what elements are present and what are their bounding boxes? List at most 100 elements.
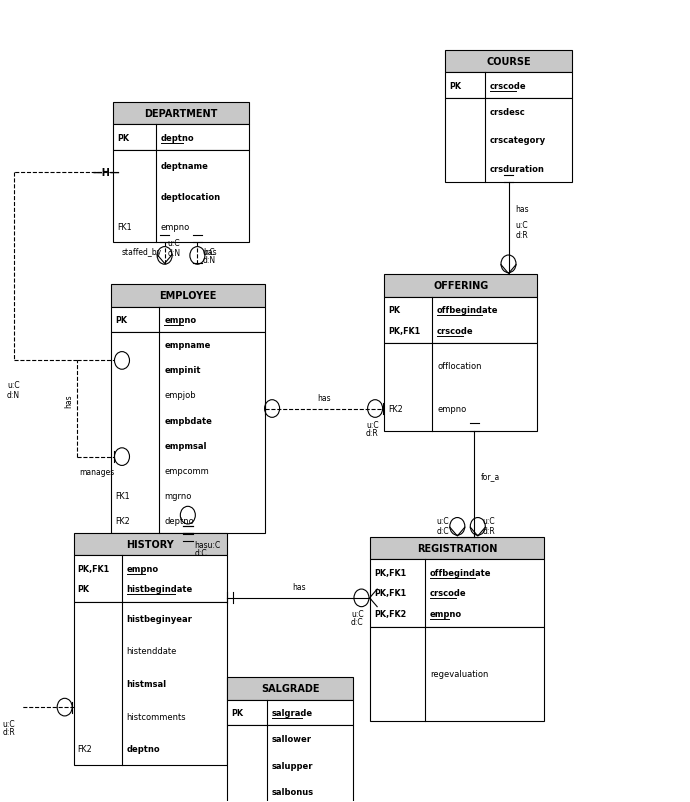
Bar (445, 99, 571, 183)
Bar (74, 602, 227, 765)
Text: crscode: crscode (490, 82, 526, 91)
Bar (371, 537, 544, 560)
Text: u:C: u:C (168, 239, 180, 248)
Text: u:C: u:C (3, 719, 15, 727)
Text: empno: empno (164, 316, 197, 325)
Text: PK: PK (231, 708, 243, 717)
Text: has: has (515, 205, 529, 213)
Bar (112, 103, 249, 125)
Text: PK: PK (115, 316, 127, 325)
Text: HISTORY: HISTORY (126, 539, 174, 549)
Text: FK2: FK2 (115, 516, 130, 525)
Text: PK: PK (117, 133, 129, 143)
Text: crscode: crscode (437, 326, 474, 335)
Text: histbeginyear: histbeginyear (127, 614, 193, 623)
Bar (74, 556, 227, 602)
Text: u:C: u:C (7, 380, 19, 390)
Text: for_a: for_a (481, 472, 500, 480)
Bar (384, 298, 538, 344)
Text: offlocation: offlocation (437, 361, 482, 370)
Text: d:N: d:N (168, 249, 181, 257)
Text: d:C: d:C (437, 526, 449, 535)
Text: PK,FK1: PK,FK1 (375, 568, 406, 577)
Text: PK: PK (388, 306, 400, 314)
Text: u:C: u:C (203, 248, 215, 257)
Text: FK2: FK2 (388, 405, 403, 414)
Bar (112, 125, 249, 151)
Text: deptno: deptno (164, 516, 194, 525)
Text: empno: empno (161, 223, 190, 232)
Text: u:C: u:C (437, 516, 449, 525)
Text: empname: empname (164, 341, 210, 350)
Text: manages: manages (79, 467, 115, 476)
Text: histcomments: histcomments (127, 712, 186, 721)
Text: salbonus: salbonus (272, 788, 314, 796)
Text: PK,FK2: PK,FK2 (375, 610, 406, 618)
Bar (227, 699, 353, 725)
Text: offbegindate: offbegindate (437, 306, 499, 314)
Text: d:R: d:R (366, 428, 379, 438)
Text: PK,FK1: PK,FK1 (78, 564, 110, 573)
Text: crsduration: crsduration (490, 164, 545, 173)
Text: crscode: crscode (430, 589, 466, 597)
Text: empjob: empjob (164, 391, 196, 400)
Text: PK: PK (449, 82, 462, 91)
Text: u:C: u:C (515, 221, 528, 229)
Text: has: has (65, 395, 74, 407)
Text: PK: PK (78, 585, 90, 593)
Bar (111, 285, 264, 307)
Bar (112, 151, 249, 243)
Text: d:N: d:N (203, 256, 216, 265)
Text: d:C: d:C (195, 549, 207, 557)
Text: u:C: u:C (482, 516, 495, 525)
Text: REGISTRATION: REGISTRATION (417, 543, 497, 553)
Text: PK,FK1: PK,FK1 (375, 589, 406, 597)
Bar (111, 333, 264, 533)
Bar (111, 307, 264, 333)
Bar (445, 51, 571, 73)
Bar (227, 725, 353, 802)
Bar (227, 677, 353, 699)
Text: crscategory: crscategory (490, 136, 546, 145)
Text: empno: empno (430, 610, 462, 618)
Text: deptlocation: deptlocation (161, 192, 221, 201)
Text: u:C: u:C (366, 420, 379, 430)
Text: empinit: empinit (164, 366, 201, 375)
Text: histbegindate: histbegindate (127, 585, 193, 593)
Bar (371, 560, 544, 627)
Text: hasu:C: hasu:C (195, 541, 221, 549)
Text: COURSE: COURSE (486, 57, 531, 67)
Text: empbdate: empbdate (164, 416, 212, 425)
Bar (384, 275, 538, 298)
Text: —H—: —H— (92, 168, 120, 178)
Text: SALGRADE: SALGRADE (261, 683, 319, 694)
Text: regevaluation: regevaluation (430, 670, 489, 678)
Text: d:R: d:R (482, 526, 495, 535)
Text: EMPLOYEE: EMPLOYEE (159, 291, 217, 301)
Text: mgrno: mgrno (164, 491, 192, 500)
Text: FK2: FK2 (78, 744, 92, 753)
Text: empcomm: empcomm (164, 466, 209, 475)
Text: FK1: FK1 (115, 491, 130, 500)
Text: staffed_by: staffed_by (121, 247, 161, 257)
Text: offbegindate: offbegindate (430, 568, 491, 577)
Text: sallower: sallower (272, 734, 312, 743)
Text: has: has (292, 582, 306, 591)
Bar (371, 627, 544, 721)
Bar (445, 73, 571, 99)
Text: DEPARTMENT: DEPARTMENT (144, 109, 218, 119)
Text: u:C: u:C (351, 610, 364, 618)
Text: histmsal: histmsal (127, 679, 167, 688)
Text: OFFERING: OFFERING (433, 282, 489, 291)
Text: deptname: deptname (161, 162, 208, 171)
Text: histenddate: histenddate (127, 646, 177, 655)
Text: d:N: d:N (7, 390, 20, 399)
Text: empno: empno (437, 405, 466, 414)
Text: deptno: deptno (127, 744, 160, 753)
Text: d:R: d:R (3, 727, 15, 735)
Bar (384, 344, 538, 431)
Text: FK1: FK1 (117, 223, 132, 232)
Text: empmsal: empmsal (164, 441, 207, 450)
Text: has: has (203, 247, 217, 257)
Text: PK,FK1: PK,FK1 (388, 326, 420, 335)
